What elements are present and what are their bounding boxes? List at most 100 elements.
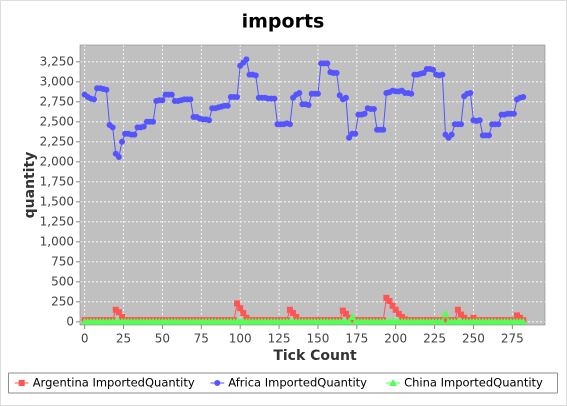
marker [296,90,303,96]
y-tick-label: 500 [51,274,74,288]
marker [271,95,278,102]
marker [519,317,528,325]
x-tick-label: 50 [155,332,170,346]
marker [214,380,221,386]
marker [324,60,331,67]
marker [18,380,25,386]
marker [476,117,483,124]
x-tick-label: 100 [229,332,252,346]
marker [395,310,402,317]
y-tick-label: 3,000 [40,74,74,88]
marker [380,126,387,133]
legend-box [8,372,558,394]
y-tick-label: 3,250 [40,54,74,68]
marker [206,117,213,124]
y-tick-label: 2,000 [40,154,74,168]
marker [112,306,119,313]
y-tick-label: 1,500 [40,194,74,208]
marker [441,309,450,317]
y-tick-label: 250 [51,294,74,308]
marker [386,298,393,304]
marker [305,102,312,108]
marker [342,310,349,317]
legend-label: Africa ImportedQuantity [228,376,367,390]
marker [159,97,166,104]
marker [115,154,122,160]
marker [510,110,517,117]
marker [514,312,521,319]
marker [454,306,461,313]
marker [430,66,437,73]
marker [293,314,300,320]
marker [252,72,259,79]
y-tick-label: 750 [51,254,74,268]
x-tick-label: 250 [462,332,485,346]
x-tick-label: 200 [384,332,407,346]
x-tick-label: 150 [306,332,329,346]
legend-label: Argentina ImportedQuantity [33,376,195,390]
y-tick-label: 1,750 [40,174,74,188]
marker [140,123,147,130]
marker [389,302,396,309]
marker [115,309,122,316]
marker [286,121,293,128]
plot-border [79,44,546,326]
marker [131,131,138,138]
marker [495,121,502,128]
marker [345,317,354,325]
y-tick-label: 1,000 [40,234,74,248]
marker [187,96,194,103]
chart-title: imports [242,11,325,33]
marker [389,379,398,386]
marker [458,121,465,128]
marker [439,71,446,78]
plot-area [80,45,545,325]
x-tick-label: 0 [81,332,89,346]
marker [333,70,340,76]
marker [109,124,116,131]
marker [243,56,250,63]
marker [458,311,465,318]
marker [103,86,110,93]
marker [383,294,390,301]
x-tick-label: 75 [194,332,209,346]
marker [467,90,474,96]
marker [438,317,447,325]
marker [370,106,377,112]
marker [520,94,527,100]
marker [408,90,415,97]
marker [442,317,449,324]
legend-label: China ImportedQuantity [404,376,543,390]
y-tick-label: 2,250 [40,134,74,148]
marker [342,94,349,101]
x-tick-label: 125 [268,332,291,346]
y-axis-label: quantity [22,152,38,219]
marker [348,313,357,320]
marker [398,314,405,320]
marker [118,138,125,145]
marker [90,96,97,103]
marker [240,310,247,316]
marker [118,314,125,320]
marker [286,306,293,313]
marker [361,110,368,117]
marker [234,94,241,100]
marker [150,118,157,125]
marker [392,306,399,313]
x-tick-label: 175 [345,332,368,346]
marker [339,307,346,314]
x-tick-label: 225 [423,332,446,346]
y-tick-label: 0 [66,314,74,328]
x-tick-label: 275 [501,332,524,346]
marker [234,300,241,307]
marker [486,132,493,139]
x-axis-label: Tick Count [273,348,357,364]
marker [224,102,231,109]
marker [448,131,455,138]
x-tick-label: 25 [116,332,131,346]
y-tick-label: 2,750 [40,94,74,108]
marker [349,317,356,324]
marker [290,310,297,316]
y-tick-label: 2,500 [40,114,74,128]
